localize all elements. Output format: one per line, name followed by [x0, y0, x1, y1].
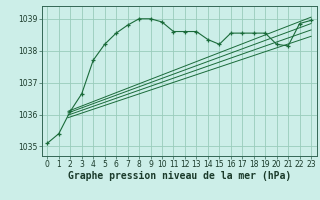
- X-axis label: Graphe pression niveau de la mer (hPa): Graphe pression niveau de la mer (hPa): [68, 171, 291, 181]
